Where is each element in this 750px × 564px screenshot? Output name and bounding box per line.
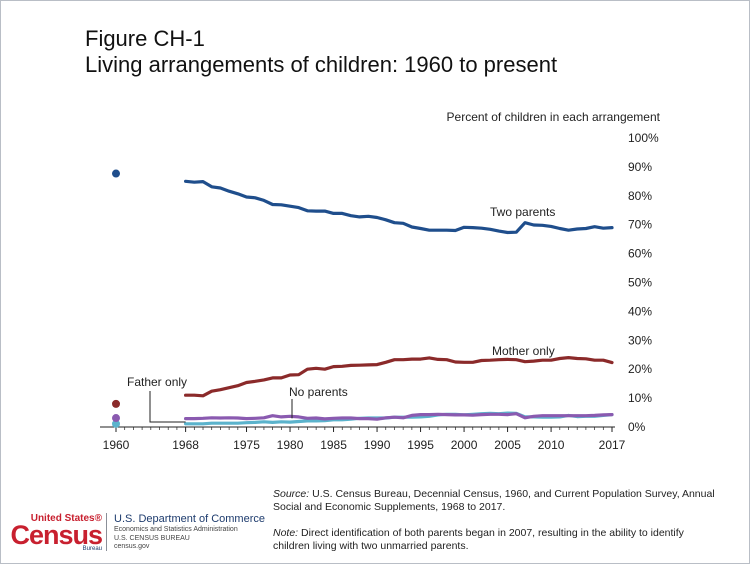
y-tick-label: 0%: [628, 420, 646, 434]
footnote: Note: Direct identification of both pare…: [273, 527, 723, 553]
x-tick-label: 1968: [172, 438, 199, 452]
census-logo: United States® Census Bureau: [10, 513, 103, 553]
y-axis-title: Percent of children in each arrangement: [447, 110, 661, 124]
figure-title: Living arrangements of children: 1960 to…: [85, 52, 558, 77]
point-1960-two-parents: [112, 169, 120, 178]
y-tick-label: 50%: [628, 276, 652, 290]
y-tick-label: 30%: [628, 333, 652, 347]
note-label: Note:: [273, 527, 299, 539]
x-tick-label: 1990: [364, 438, 391, 452]
x-tick-label: 1960: [103, 438, 130, 452]
chart-1960-points: [112, 169, 120, 428]
x-tick-label: 2000: [451, 438, 478, 452]
y-tick-label: 90%: [628, 160, 652, 174]
source-text: U.S. Census Bureau, Decennial Census, 19…: [273, 488, 715, 513]
note-text: Direct identification of both parents be…: [273, 527, 684, 552]
father-only-leader: [149, 391, 186, 423]
source-note: Source: U.S. Census Bureau, Decennial Ce…: [273, 488, 723, 514]
y-tick-label: 40%: [628, 304, 652, 318]
series-label-two-parents: Two parents: [490, 205, 555, 219]
chart-series-lines: [184, 179, 614, 426]
x-tick-label: 1985: [320, 438, 347, 452]
y-tick-label: 80%: [628, 189, 652, 203]
x-tick-label: 2017: [599, 438, 626, 452]
department-name: U.S. Department of Commerce: [114, 513, 265, 525]
point-1960-mother-only: [112, 399, 120, 408]
department-line-1: Economics and Statistics Administration: [114, 526, 238, 533]
point-1960-no-parents: [112, 414, 120, 423]
department-line-2: U.S. CENSUS BUREAU: [114, 534, 190, 542]
series-line-no-parents: [184, 412, 614, 421]
source-label: Source:: [273, 488, 310, 500]
y-tick-label: 20%: [628, 362, 652, 376]
y-tick-label: 60%: [628, 247, 652, 261]
x-tick-label: 1975: [233, 438, 260, 452]
y-tick-label: 10%: [628, 391, 652, 405]
department-block: U.S. Department of Commerce Economics an…: [114, 513, 265, 552]
point-1960-father-only: [112, 419, 120, 428]
logo-divider: [106, 513, 107, 551]
figure-number: Figure CH-1: [85, 26, 205, 51]
chart-series-labels: Two parents Mother only No parents Father o…: [127, 205, 555, 423]
series-label-no-parents: No parents: [289, 385, 348, 399]
x-tick-label: 1995: [407, 438, 434, 452]
x-tick-label: 1980: [277, 438, 304, 452]
series-line-two-parents: [184, 179, 614, 235]
line-chart: 0% 10% 20% 30% 40% 50% 60% 70% 80% 90% 100% 1960 196…: [100, 110, 661, 452]
y-tick-label: 70%: [628, 218, 652, 232]
logo-bureau: Bureau: [82, 546, 102, 552]
logo-census: Census: [10, 520, 103, 550]
series-label-father-only: Father only: [127, 375, 187, 389]
department-line-3: census.gov: [114, 543, 150, 550]
chart-axes: 0% 10% 20% 30% 40% 50% 60% 70% 80% 90% 100% 1960 196…: [100, 131, 659, 452]
x-tick-label: 2010: [538, 438, 565, 452]
series-line-mother-only: [184, 356, 614, 398]
logo-united-states: United States®: [30, 513, 102, 524]
title-block: Figure CH-1 Living arrangements of child…: [85, 26, 557, 78]
series-label-mother-only: Mother only: [492, 344, 555, 358]
x-tick-label: 2005: [494, 438, 521, 452]
y-tick-label: 100%: [628, 131, 659, 145]
